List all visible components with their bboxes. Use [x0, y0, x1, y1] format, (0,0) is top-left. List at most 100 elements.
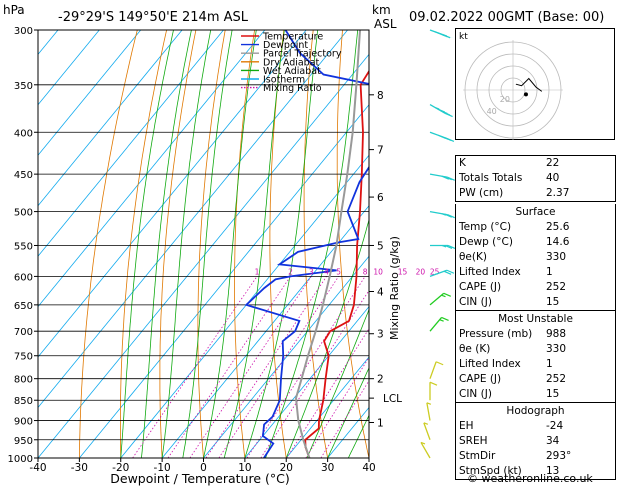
isotherm	[38, 53, 369, 458]
mixing-ratio-label: 15	[398, 267, 408, 276]
pressure-tick-label: 600	[14, 272, 33, 283]
temperature-tick-label: 40	[362, 462, 375, 474]
surface-row: CIN (J) 15	[456, 295, 615, 310]
series-parcel-trajectory	[294, 30, 361, 458]
most-unstable-value: 15	[546, 388, 560, 400]
hpa-label: hPa	[3, 3, 25, 17]
surface-value: 252	[546, 281, 567, 293]
wet-adiabat	[182, 30, 233, 458]
surface-label: Dewp (°C)	[459, 236, 513, 248]
index-row: PW (cm) 2.37	[456, 186, 615, 201]
wind-barb-half-feather	[420, 441, 426, 445]
legend-label: Dewpoint	[263, 40, 308, 51]
most-unstable-value: 330	[546, 343, 567, 355]
hodograph-stat-label: SREH	[459, 435, 488, 447]
most-unstable-label: CAPE (J)	[459, 373, 502, 385]
x-axis-label: Dewpoint / Temperature (°C)	[110, 471, 289, 486]
temperature-tick-label: 10	[238, 462, 251, 474]
temperature-axis: -40 -30 -20 -10 0 10 20 30 40	[29, 458, 376, 474]
mixing-ratio-line	[246, 276, 366, 458]
isotherm	[38, 30, 224, 257]
hodograph-ring-label: 40	[487, 107, 497, 116]
pressure-tick-label: 750	[14, 352, 33, 363]
hodograph-table-title: Hodograph	[456, 402, 615, 419]
mixing-ratio-line	[167, 276, 291, 458]
pressure-tick-label: 500	[14, 208, 33, 219]
legend-label: Parcel Trajectory	[263, 49, 342, 60]
surface-value: 1	[546, 266, 553, 278]
pressure-tick-label: 850	[14, 396, 33, 407]
wind-barbs	[420, 29, 456, 459]
index-value: 2.37	[546, 187, 570, 199]
mixing-ratio-label: 3	[309, 267, 314, 276]
wind-barb-feather	[441, 316, 449, 321]
station-title: -29°29'S 149°50'E 214m ASL	[58, 10, 249, 25]
temperature-tick-label: -10	[154, 462, 171, 474]
temperature-tick-label: -30	[71, 462, 88, 474]
surface-value: 330	[546, 251, 567, 263]
temperature-tick-label: 30	[321, 462, 334, 474]
wind-barb-staff	[429, 361, 437, 379]
index-value: 40	[546, 172, 560, 184]
hodograph-stat-row: StmSpd (kt) 13	[456, 464, 615, 479]
mixing-ratio-label: 4	[324, 267, 329, 276]
hodograph-frame	[455, 28, 615, 140]
most-unstable-value: 988	[546, 328, 567, 340]
hodograph-stat-label: StmSpd (kt)	[459, 465, 522, 477]
copyright-footer: © weatheronline.co.uk	[467, 472, 593, 485]
mixing-ratio-label: 25	[430, 267, 440, 276]
legend-label: Mixing Ratio	[263, 83, 322, 94]
most-unstable-title: Most Unstable	[456, 310, 615, 327]
hodograph-stat-row: SREH 34	[456, 434, 615, 449]
isotherm	[38, 30, 348, 409]
hodograph-stat-value: 34	[546, 435, 560, 447]
wind-barb-feather	[443, 292, 452, 297]
most-unstable-row: CAPE (J) 252	[456, 372, 615, 387]
pressure-tick-label: 700	[14, 327, 33, 338]
wind-barb-half-feather	[441, 244, 447, 248]
wind-barb	[429, 131, 455, 142]
wind-barb	[429, 361, 444, 379]
hodograph-stat-label: StmDir	[459, 450, 496, 462]
legend-label: Dry Adiabat	[263, 57, 320, 68]
mixing-ratio-line	[189, 276, 312, 458]
mixing-ratio-label: 2	[288, 267, 293, 276]
wind-barb-half-feather	[426, 402, 432, 405]
surface-label: θe(K)	[459, 251, 487, 263]
lcl-label: LCL	[383, 393, 402, 405]
temperature-tick-label: -20	[112, 462, 129, 474]
wet-adiabat	[306, 308, 369, 458]
hodograph-stat-row: EH -24	[456, 419, 615, 434]
km-label: km	[372, 3, 391, 17]
wind-barb-feather	[447, 176, 455, 181]
wind-barb-half-feather	[439, 319, 444, 322]
series-temperature	[304, 69, 369, 458]
dry-adiabat	[234, 30, 255, 458]
wind-barb-flag	[443, 34, 454, 39]
wind-barb	[420, 441, 431, 459]
surface-row: θe(K) 330	[456, 250, 615, 265]
wind-barb	[429, 269, 455, 278]
wind-barb-feather	[429, 381, 438, 386]
altitude-tick-label: 2	[377, 374, 384, 386]
hodograph-storm-motion	[523, 92, 528, 97]
altitude-axis: 8 7 6 5 4 3 2 1 LCL	[369, 90, 402, 430]
mixing-ratio-label: 20	[416, 267, 426, 276]
wind-barb-half-feather	[434, 31, 439, 34]
pressure-tick-label: 350	[14, 81, 33, 92]
surface-label: Lifted Index	[459, 266, 521, 278]
wet-adiabat	[223, 30, 285, 458]
pressure-tick-label: 550	[14, 241, 33, 252]
dry-adiabat	[400, 30, 451, 458]
mixing-ratio-line	[260, 289, 369, 458]
wind-barb-feather	[444, 244, 453, 250]
altitude-tick-label: 1	[377, 418, 384, 430]
wind-barb	[429, 103, 453, 118]
dry-adiabat	[269, 30, 287, 458]
wind-barb-staff	[423, 422, 431, 440]
surface-label: CIN (J)	[459, 296, 492, 308]
surface-label: CAPE (J)	[459, 281, 502, 293]
mixing-ratio-line	[305, 356, 369, 458]
forecast-date: 09.02.2022 00GMT (Base: 00)	[409, 10, 604, 25]
